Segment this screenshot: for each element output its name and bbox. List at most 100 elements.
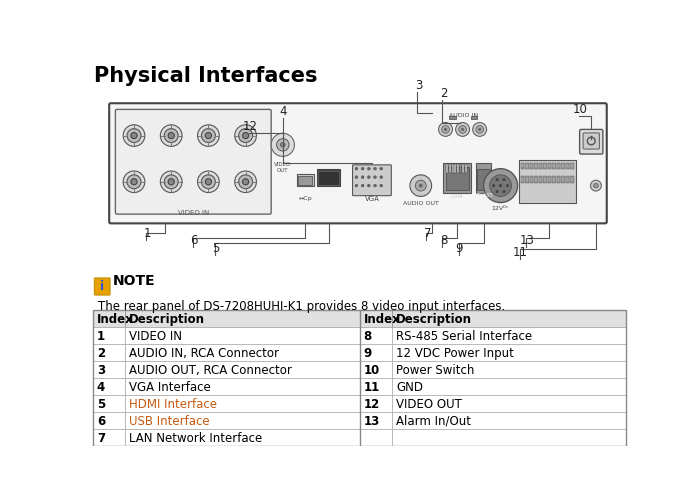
Bar [125, 311, 360, 327]
Circle shape [548, 178, 551, 181]
Bar [360, 327, 392, 344]
Circle shape [361, 167, 364, 170]
Bar [297, 174, 314, 186]
Circle shape [361, 184, 364, 187]
Circle shape [499, 184, 502, 187]
Circle shape [506, 184, 509, 187]
Bar [534, 176, 538, 183]
Circle shape [239, 129, 253, 142]
Bar [521, 176, 524, 183]
Circle shape [553, 164, 555, 167]
Bar [93, 378, 125, 395]
Text: 8: 8 [440, 234, 447, 247]
FancyBboxPatch shape [583, 133, 599, 149]
Circle shape [355, 167, 358, 170]
Bar [392, 378, 626, 395]
Text: RS-485: RS-485 [474, 193, 493, 198]
Circle shape [168, 179, 174, 185]
Bar [318, 171, 339, 185]
Bar [552, 176, 556, 183]
Circle shape [164, 129, 178, 142]
Bar [392, 429, 626, 446]
Circle shape [594, 183, 598, 188]
Circle shape [197, 125, 219, 146]
Circle shape [526, 164, 528, 167]
Circle shape [234, 125, 256, 146]
Circle shape [202, 129, 216, 142]
Circle shape [197, 171, 219, 192]
Bar [521, 162, 524, 169]
Text: HDMI: HDMI [320, 189, 337, 194]
Text: 6: 6 [190, 234, 197, 247]
Text: 2: 2 [440, 87, 447, 100]
Text: 4: 4 [97, 381, 105, 394]
Text: Description: Description [130, 313, 205, 326]
Text: 12: 12 [363, 398, 379, 411]
Text: 13: 13 [363, 415, 379, 428]
Circle shape [374, 167, 377, 170]
Bar [360, 311, 392, 327]
Bar [360, 378, 392, 395]
Circle shape [131, 132, 137, 139]
Bar [465, 164, 467, 173]
Bar [462, 164, 464, 173]
Text: Index: Index [97, 313, 134, 326]
Bar [125, 429, 360, 446]
Bar [452, 164, 454, 173]
Text: 9: 9 [363, 347, 372, 360]
Bar [125, 378, 360, 395]
Circle shape [123, 171, 145, 192]
Circle shape [380, 176, 383, 178]
Bar [392, 327, 626, 344]
Text: VGA Interface: VGA Interface [130, 381, 211, 394]
Bar [392, 395, 626, 412]
Circle shape [476, 126, 484, 133]
Circle shape [522, 178, 524, 181]
Text: Physical Interfaces: Physical Interfaces [94, 66, 317, 86]
Circle shape [205, 179, 211, 185]
Bar [454, 164, 456, 173]
Bar [93, 412, 125, 429]
Circle shape [553, 178, 555, 181]
Circle shape [444, 128, 447, 131]
Bar [392, 311, 626, 327]
Text: 1: 1 [144, 226, 152, 239]
Text: 3: 3 [97, 364, 105, 377]
Bar [298, 176, 312, 185]
Text: 2: 2 [97, 347, 105, 360]
Circle shape [380, 184, 383, 187]
Bar [392, 344, 626, 361]
Circle shape [484, 169, 517, 202]
Text: 12 VDC Power Input: 12 VDC Power Input [396, 347, 514, 360]
Circle shape [271, 133, 295, 156]
Text: AUDIO OUT: AUDIO OUT [402, 201, 439, 206]
Circle shape [368, 167, 370, 170]
Bar [556, 176, 560, 183]
Text: 10: 10 [573, 103, 587, 116]
Circle shape [242, 179, 248, 185]
Text: Index: Index [363, 313, 400, 326]
Text: VIDEO OUT: VIDEO OUT [396, 398, 462, 411]
Circle shape [544, 178, 546, 181]
Text: Description: Description [396, 313, 472, 326]
Text: AUDIO OUT, RCA Connector: AUDIO OUT, RCA Connector [130, 364, 292, 377]
Text: 6: 6 [97, 415, 105, 428]
Circle shape [127, 175, 141, 189]
Circle shape [526, 178, 528, 181]
Circle shape [461, 128, 464, 131]
Circle shape [123, 125, 145, 146]
Bar [561, 176, 565, 183]
Circle shape [503, 178, 505, 181]
Bar [525, 162, 528, 169]
Bar [556, 162, 560, 169]
Text: The rear panel of DS-7208HUHI-K1 provides 8 video input interfaces.: The rear panel of DS-7208HUHI-K1 provide… [98, 301, 505, 313]
Bar [449, 164, 451, 173]
Bar [570, 162, 574, 169]
Text: 8: 8 [363, 330, 372, 343]
Circle shape [168, 132, 174, 139]
Bar [457, 164, 458, 173]
Bar [552, 162, 556, 169]
Circle shape [368, 184, 370, 187]
Bar [360, 361, 392, 378]
Bar [93, 361, 125, 378]
